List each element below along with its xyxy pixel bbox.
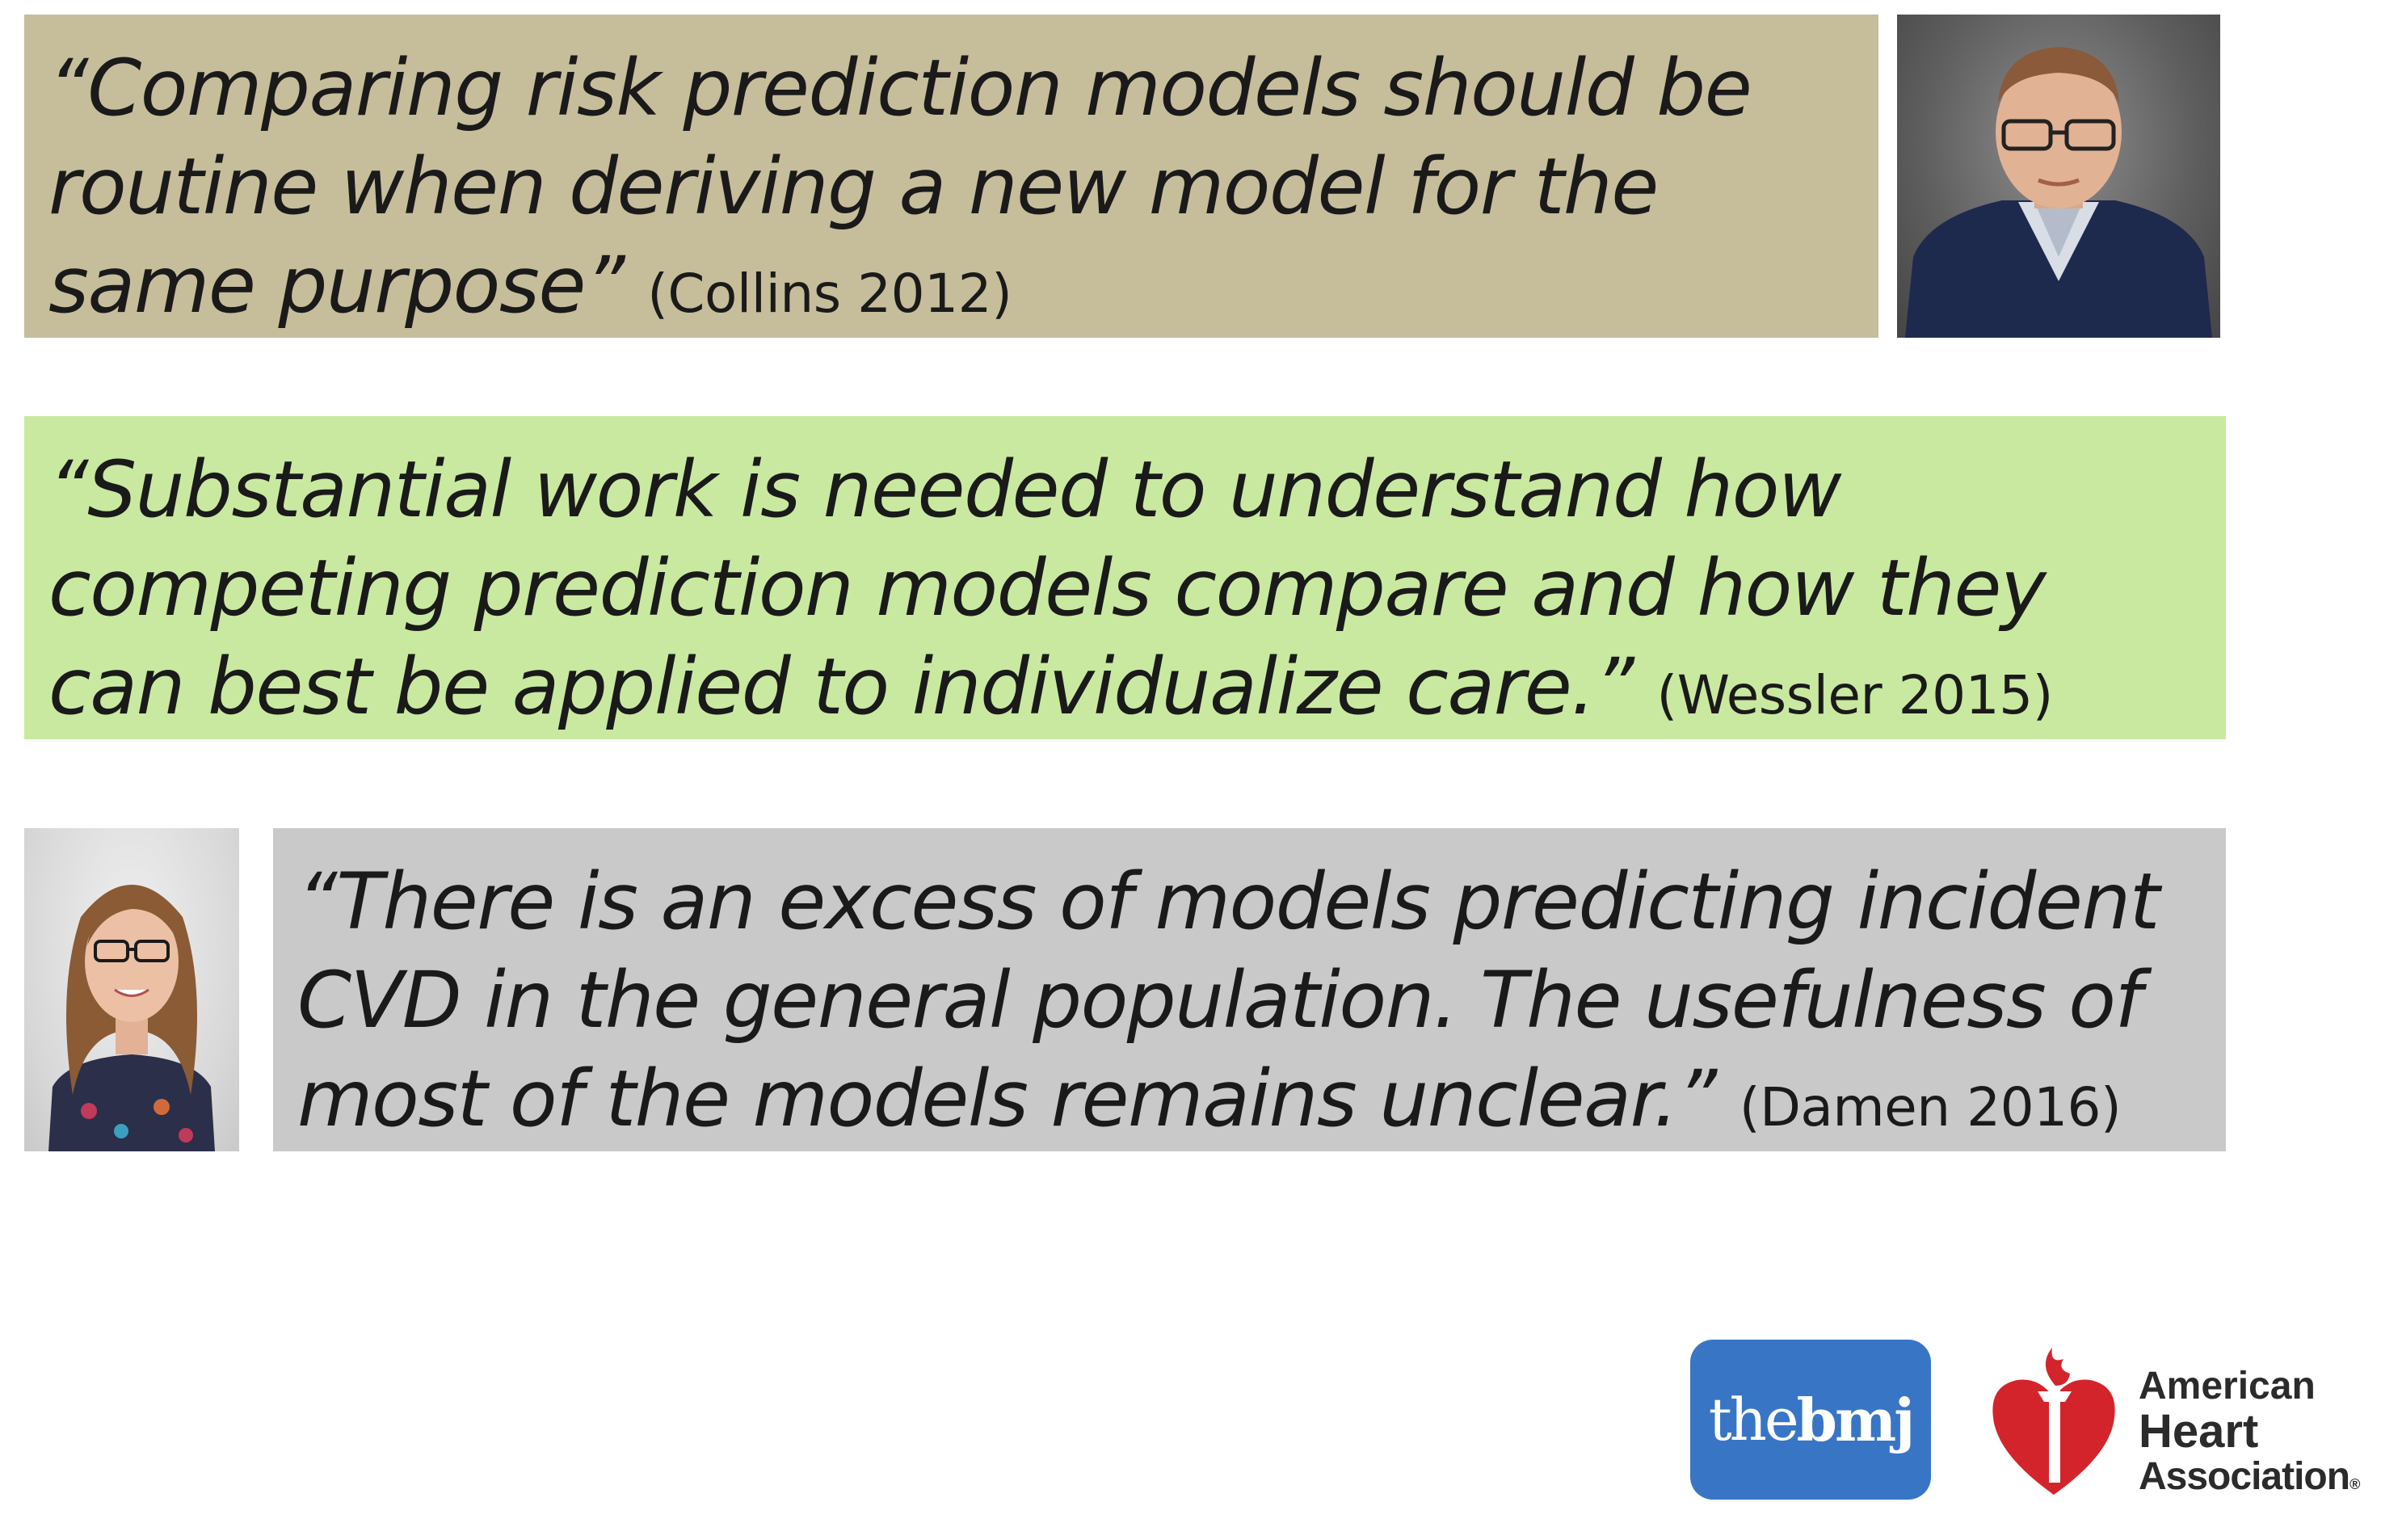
quote-citation: (Collins 2012) [647, 263, 1012, 325]
aha-line3: Association [2139, 1455, 2350, 1498]
quote-box-collins: “Comparing risk prediction models should… [24, 15, 1878, 338]
quote-box-damen: “There is an excess of models predicting… [273, 828, 2226, 1151]
quote-citation: (Damen 2016) [1739, 1076, 2122, 1138]
bmj-logo-bold: bmj [1796, 1385, 1916, 1454]
aha-line2: Heart [2139, 1405, 2259, 1458]
aha-heart-torch-icon [1992, 1348, 2115, 1495]
quote-box-wessler: “Substantial work is needed to understan… [24, 416, 2226, 739]
registered-mark: ® [2349, 1476, 2360, 1492]
aha-logo: American Heart Association® [1989, 1341, 2381, 1503]
person-photo-icon [48, 885, 215, 1151]
aha-line1: American [2139, 1365, 2316, 1407]
damen-photo [24, 828, 239, 1151]
aha-wordmark: American Heart Association® [2139, 1364, 2360, 1507]
bmj-logo-prefix: the [1708, 1386, 1799, 1454]
bmj-logo: the bmj [1690, 1340, 1931, 1500]
quote-text: “Comparing risk prediction models should… [48, 43, 1752, 330]
quote-text: “There is an excess of models predicting… [297, 856, 2160, 1144]
quote-text: “Substantial work is needed to understan… [48, 444, 2047, 732]
quote-citation: (Wessler 2015) [1656, 664, 2054, 726]
collins-photo [1897, 15, 2220, 338]
person-photo-icon [1905, 47, 2212, 338]
